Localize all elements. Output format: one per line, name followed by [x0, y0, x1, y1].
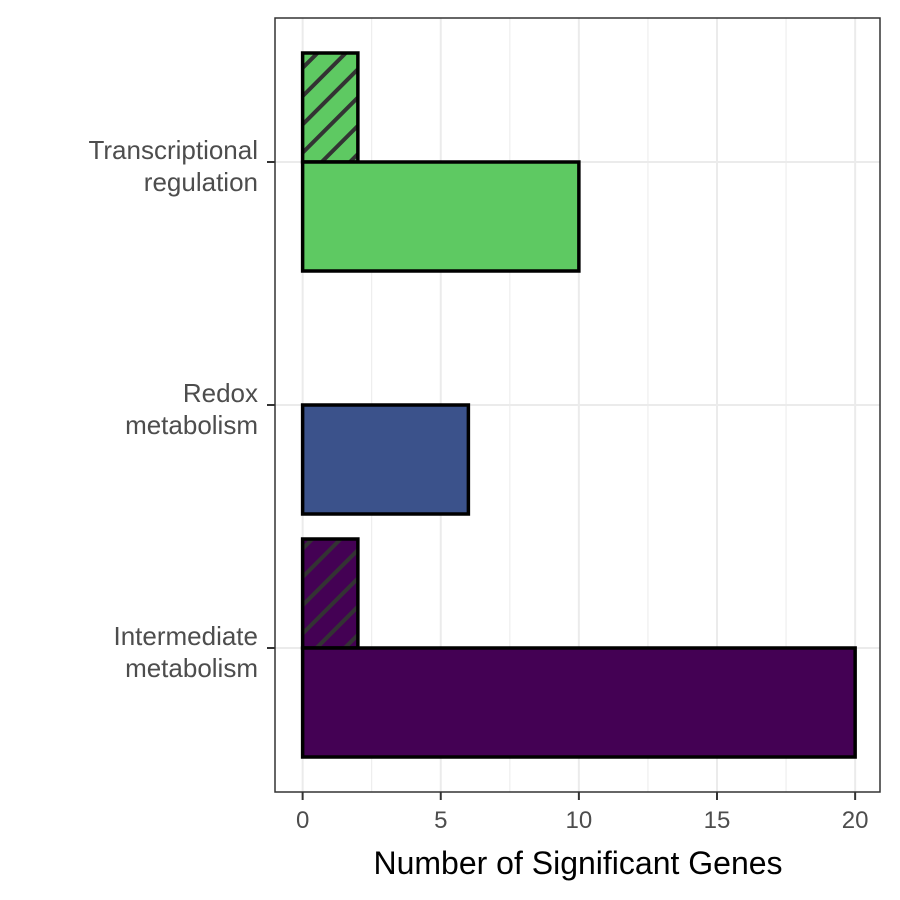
y-tick-label: Redox metabolism: [125, 378, 258, 440]
bar-solid: [300, 646, 857, 759]
x-tick-label: 5: [434, 807, 447, 834]
y-tick-label: Transcriptional regulation: [88, 135, 258, 197]
bar-hatched: [300, 51, 360, 164]
x-tick-label: 0: [296, 807, 309, 834]
axes: 0 5 10 15 20 Transcriptional regulation Redox me…: [88, 135, 868, 834]
bar-hatched: [300, 537, 360, 650]
y-tick-label: Intermediate metabolism: [113, 621, 258, 683]
x-tick-label: 10: [566, 807, 593, 834]
bar-solid: [300, 403, 471, 516]
x-tick-label: 20: [842, 807, 869, 834]
bars: [300, 51, 857, 759]
x-axis-title: Number of Significant Genes: [373, 845, 782, 881]
x-tick-label: 15: [704, 807, 731, 834]
bar-solid: [300, 160, 581, 273]
